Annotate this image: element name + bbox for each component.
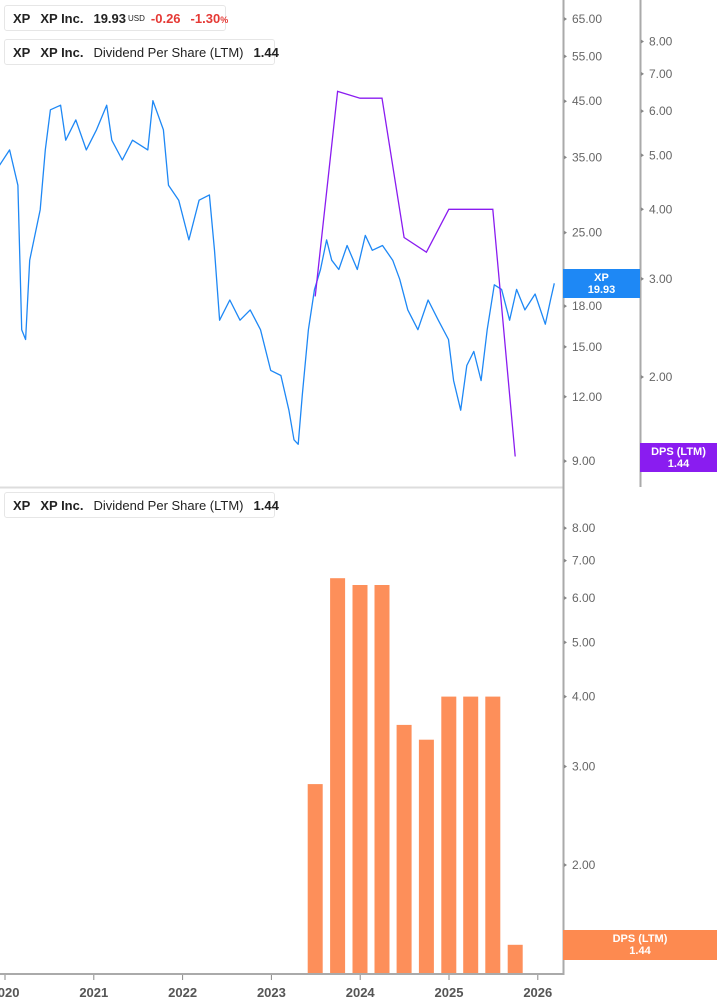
tick-mark — [564, 155, 567, 160]
dps-bar — [330, 578, 346, 973]
bar-axis-tick: 2.00 — [572, 858, 596, 872]
legend-ticker: XP — [13, 44, 31, 60]
bar-axis-tick: 8.00 — [572, 521, 596, 535]
dps-bar — [441, 696, 457, 973]
price-axis-tick: 15.00 — [572, 340, 602, 354]
dps-bar — [352, 585, 368, 973]
price-axis-tick: 9.00 — [572, 454, 596, 468]
price-axis-tick: 12.00 — [572, 390, 602, 404]
price-axis-tick: 65.00 — [572, 12, 602, 26]
price-axis-tick: 35.00 — [572, 150, 602, 164]
legend-company: XP Inc. — [40, 44, 84, 60]
bar-axis-tick: 4.00 — [572, 690, 596, 704]
legend-price: 19.93 — [93, 10, 127, 26]
dps-bar — [507, 944, 523, 973]
price-tag-value: 19.93 — [587, 283, 616, 296]
legend-value: 1.44 — [253, 44, 279, 60]
dps-bar — [307, 784, 323, 973]
dps-axis-tick: 7.00 — [649, 67, 673, 81]
price-tag: XP 19.93 — [563, 269, 640, 298]
price-axis-tick: 18.00 — [572, 299, 602, 313]
legend-ticker: XP — [13, 10, 31, 26]
dps-bar — [485, 696, 501, 973]
x-axis-tick: 2025 — [435, 985, 464, 1000]
price-axis-tick: 55.00 — [572, 49, 602, 63]
dps-top-tag-value: 1.44 — [667, 457, 690, 470]
x-axis-tick: 2026 — [523, 985, 552, 1000]
legend-metric: Dividend Per Share (LTM) — [93, 44, 244, 60]
tick-mark — [564, 596, 567, 601]
tick-mark — [564, 863, 567, 867]
tick-mark — [564, 640, 567, 645]
price-axis-tick: 25.00 — [572, 226, 602, 240]
tick-mark — [564, 764, 567, 769]
tick-mark — [641, 375, 644, 379]
legend-company: XP Inc. — [40, 10, 84, 26]
legend-ticker: XP — [13, 497, 31, 513]
dps-axis-tick: 3.00 — [649, 272, 673, 286]
dps-axis-tick: 8.00 — [649, 35, 673, 49]
dps-bottom-tag: DPS (LTM) 1.44 — [563, 930, 717, 960]
dps-line — [314, 90, 516, 457]
tick-mark — [564, 230, 567, 235]
legend-price[interactable]: XP XP Inc. 19.93 USD -0.26 -1.30% — [4, 5, 229, 31]
dps-bar — [374, 585, 390, 973]
tick-mark — [641, 109, 644, 114]
dps-axis-tick: 5.00 — [649, 148, 673, 162]
tick-mark — [564, 304, 567, 309]
legend-dps-bottom[interactable]: XP XP Inc. Dividend Per Share (LTM) 1.44 — [4, 492, 279, 518]
legend-currency: USD — [128, 13, 145, 23]
x-axis-tick: 2021 — [79, 985, 108, 1000]
pct-sign: % — [220, 14, 229, 25]
tick-mark — [564, 526, 567, 531]
dps-bar — [396, 724, 412, 973]
dps-axis-tick: 2.00 — [649, 370, 673, 384]
bar-axis-tick: 3.00 — [572, 759, 596, 773]
tick-mark — [641, 153, 644, 158]
dps-axis-tick: 4.00 — [649, 202, 673, 216]
x-axis-tick: 2024 — [346, 985, 376, 1000]
legend-metric: Dividend Per Share (LTM) — [93, 497, 244, 513]
tick-mark — [564, 459, 567, 464]
bar-axis-tick: 7.00 — [572, 554, 596, 568]
legend-change-pct: -1.30% — [191, 11, 229, 26]
tick-mark — [564, 17, 567, 21]
dps-bottom-tag-value: 1.44 — [629, 945, 651, 957]
bar-axis-tick: 6.00 — [572, 591, 596, 605]
x-axis-tick: 2022 — [168, 985, 197, 1000]
tick-mark — [641, 71, 644, 76]
legend-company: XP Inc. — [40, 497, 84, 513]
dps-axis-tick: 6.00 — [649, 104, 673, 118]
legend-value: 1.44 — [253, 497, 279, 513]
x-axis-tick: 2023 — [257, 985, 286, 1000]
dps-bottom-tag-label: DPS (LTM) — [612, 933, 668, 945]
bar-axis-tick: 5.00 — [572, 635, 596, 649]
dps-top-tag: DPS (LTM) 1.44 — [640, 443, 717, 472]
price-tag-label: XP — [594, 271, 609, 284]
legend-change: -0.26 — [150, 10, 181, 26]
change-pct-value: -1.30 — [190, 10, 221, 26]
price-line — [0, 100, 555, 445]
tick-mark — [564, 344, 567, 349]
tick-mark — [564, 99, 567, 104]
legend-dps-top[interactable]: XP XP Inc. Dividend Per Share (LTM) 1.44 — [4, 39, 279, 65]
tick-mark — [641, 207, 644, 212]
tick-mark — [564, 394, 567, 399]
price-axis-tick: 45.00 — [572, 94, 602, 108]
dps-top-tag-label: DPS (LTM) — [651, 445, 706, 458]
tick-mark — [641, 276, 644, 281]
tick-mark — [564, 54, 567, 59]
tick-mark — [641, 39, 644, 44]
dps-bar — [418, 739, 434, 973]
dps-bar — [463, 696, 479, 973]
tick-mark — [564, 694, 567, 699]
tick-mark — [564, 558, 567, 563]
